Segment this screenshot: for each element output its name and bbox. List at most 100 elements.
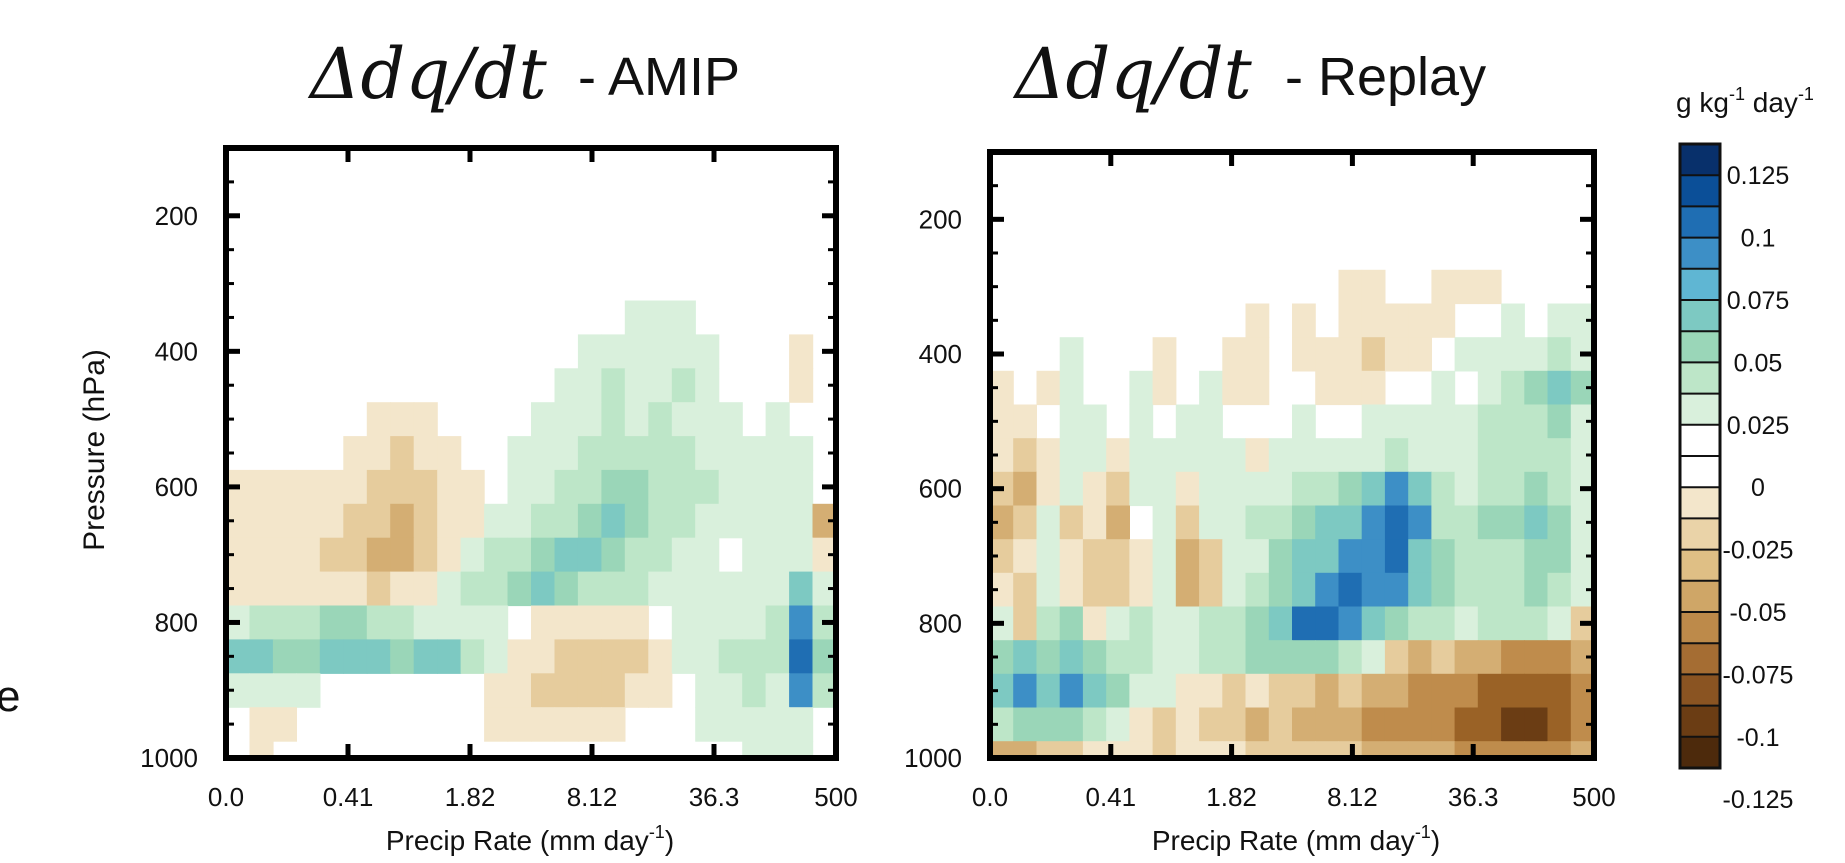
panel2-heatmap-cell	[1384, 741, 1409, 759]
panel2-heatmap-cell	[1570, 438, 1595, 473]
panel1-heatmap-cell	[413, 571, 438, 607]
colorbar-tick-label: 0.125	[1727, 162, 1790, 190]
panel1-heatmap-cell	[789, 469, 814, 505]
panel1-heatmap-cell	[272, 537, 297, 573]
panel1-heatmap-cell	[695, 368, 720, 403]
panel2-heatmap-cell	[1361, 269, 1386, 305]
panel2-heatmap-cell	[1570, 303, 1595, 338]
panel2-heatmap-cell	[1013, 539, 1037, 574]
panel2-heatmap-cell	[1547, 606, 1572, 641]
panel2-heatmap-cell	[1408, 606, 1432, 641]
panel1-heatmap-cell	[624, 436, 649, 471]
panel2-heatmap-cell	[1082, 673, 1107, 709]
panel2-heatmap-cell	[1013, 572, 1037, 608]
panel2-heatmap-cell	[1547, 438, 1572, 473]
panel2-heatmap-cell	[1361, 370, 1386, 406]
panel2-heatmap-cell	[1129, 606, 1154, 641]
panel1-heatmap-cell	[531, 402, 556, 437]
panel1-heatmap-cell	[413, 605, 438, 640]
panel2-heatmap-cell	[1292, 539, 1316, 574]
panel2-heatmap-cell	[1222, 707, 1247, 742]
panel1-heatmap-cell	[390, 503, 415, 539]
colorbar-swatch	[1680, 393, 1720, 426]
panel1-heatmap-cell	[272, 605, 297, 640]
panel1-heatmap-cell	[343, 503, 368, 539]
panel2-heatmap-cell	[1547, 505, 1572, 540]
panel2-heatmap-cell	[1431, 505, 1456, 540]
panel2-heatmap-cell	[1547, 572, 1572, 608]
panel2-heatmap-cell	[1106, 572, 1130, 608]
panel1-heatmap-cell	[765, 741, 790, 759]
panel2-heatmap-cell	[1292, 505, 1316, 540]
panel1-heatmap-cell	[718, 571, 743, 607]
panel1-heatmap-cell	[531, 537, 556, 573]
panel1-heatmap-cell	[366, 469, 391, 505]
panel2-heatmap-cell	[990, 505, 1014, 540]
panel2-heatmap-cell	[1338, 269, 1363, 305]
panel2-heatmap-cell	[1477, 539, 1502, 574]
panel2-heatmap-cell	[1129, 673, 1154, 709]
panel2-heatmap-cell	[1338, 438, 1363, 473]
panel1-heatmap-cell	[460, 605, 485, 640]
panel1-heatmap-cell	[648, 436, 673, 471]
panel1-heatmap-cell	[554, 605, 579, 640]
panel2-heatmap-cell	[1431, 438, 1456, 473]
panel1-heatmap-cell	[531, 605, 556, 640]
panel1-heatmap-cell	[695, 707, 720, 742]
panel2-heatmap-cell	[1384, 707, 1409, 742]
panel2-heatmap-cell	[1245, 438, 1270, 473]
panel2-heatmap-cell	[1036, 370, 1061, 406]
panel2-heatmap-cell	[1175, 539, 1200, 574]
panel2-heatmap-cell	[1106, 438, 1130, 473]
panel1-heatmap-cell	[484, 707, 509, 742]
panel1-heatmap-cell	[319, 605, 344, 640]
panel1-heatmap-cell	[789, 605, 814, 640]
panel2-heatmap-cell	[1408, 707, 1432, 742]
panel1-heatmap-cell	[624, 537, 649, 573]
panel1-heatmap-cell	[249, 741, 274, 759]
panel2-heatmap-cell	[1384, 606, 1409, 641]
panel1-heatmap-cell	[718, 707, 743, 742]
panel1-heatmap-cell	[484, 673, 509, 708]
panel1-heatmap-cell	[249, 673, 274, 708]
panel1-heatmap-cell	[718, 402, 743, 437]
panel2-heatmap-cell	[990, 539, 1014, 574]
panel2-heatmap-cell	[1175, 438, 1200, 473]
panel1-heatmap-cell	[648, 334, 673, 369]
panel1-heatmap-cell	[343, 571, 368, 607]
panel2-heatmap-cell	[1408, 337, 1432, 372]
panel2-heatmap-cell	[1524, 539, 1549, 574]
panel2-heatmap-cell	[1431, 673, 1456, 709]
panel1-heatmap-cell	[624, 300, 649, 335]
panel1-heatmap-cell	[718, 605, 743, 640]
panel2-heatmap-cell	[1059, 370, 1084, 406]
panel1-heatmap-cell	[671, 469, 696, 505]
panel2-heatmap-cell	[1129, 707, 1154, 742]
panel2-heatmap-cell	[1384, 471, 1409, 507]
panel1-heatmap-cell	[765, 503, 790, 539]
panel1-heatmap-cell	[695, 605, 720, 640]
panel2-heatmap-cell	[1199, 741, 1223, 759]
panel1-x-tick-label: 0.41	[323, 782, 374, 812]
colorbar-tick-label: -0.025	[1723, 537, 1794, 565]
panel1-heatmap-cell	[390, 436, 415, 471]
panel1-heatmap-cell	[554, 639, 579, 674]
panel2-heatmap-cell	[1152, 505, 1177, 540]
panel1-heatmap-cell	[413, 469, 438, 505]
colorbar-swatch	[1680, 456, 1720, 488]
panel2-heatmap-cell	[1292, 640, 1316, 675]
panel2-heatmap-cell	[1408, 471, 1432, 507]
panel2-heatmap-cell	[1570, 404, 1595, 439]
panel2-heatmap-cell	[1431, 640, 1456, 675]
panel2-heatmap-cell	[1524, 471, 1549, 507]
panel2-heatmap-cell	[1384, 303, 1409, 338]
panel1-heatmap-cell	[531, 503, 556, 539]
panel2-heatmap-cell	[1384, 505, 1409, 540]
panel2-heatmap-cell	[1454, 471, 1479, 507]
panel1-heatmap-cell	[765, 571, 790, 607]
panel2-heatmap-cell	[1036, 471, 1061, 507]
panel1-heatmap-cell	[296, 469, 321, 505]
panel2-heatmap-cell	[1338, 572, 1363, 608]
panel2-heatmap-cell	[1501, 640, 1525, 675]
panel2-heatmap-cell	[1059, 539, 1084, 574]
